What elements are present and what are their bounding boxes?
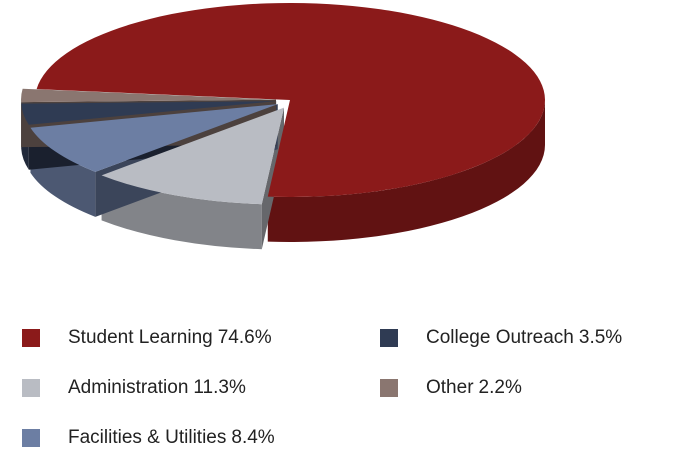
- legend-label: Other 2.2%: [426, 377, 522, 398]
- slice: [30, 104, 278, 172]
- slice: [21, 101, 277, 125]
- legend-value: 11.3%: [193, 377, 246, 398]
- legend-name: Other: [426, 377, 474, 398]
- slice-side: [267, 100, 545, 243]
- legend-swatch: [22, 329, 40, 347]
- legend-label: Facilities & Utilities 8.4%: [68, 427, 275, 448]
- legend-name: College Outreach: [426, 327, 574, 348]
- legend-label: College Outreach 3.5%: [426, 327, 622, 348]
- slice: [21, 88, 277, 103]
- legend-label: Administration 11.3%: [68, 377, 246, 398]
- legend-value: 8.4%: [231, 427, 274, 448]
- legend-swatch: [22, 429, 40, 447]
- slice: [36, 2, 546, 197]
- legend-swatch: [380, 379, 398, 397]
- legend-label: Student Learning 74.6%: [68, 327, 272, 348]
- legend-swatch: [22, 379, 40, 397]
- slice: [101, 107, 285, 205]
- legend-value: 74.6%: [218, 327, 272, 348]
- legend-value: 2.2%: [479, 377, 522, 398]
- legend-name: Student Learning: [68, 327, 213, 348]
- legend-name: Facilities & Utilities: [68, 427, 226, 448]
- legend-swatch: [380, 329, 398, 347]
- legend-value: 3.5%: [579, 327, 622, 348]
- legend: Student Learning 74.6% Administration 11.3%…: [22, 327, 622, 448]
- pie: [21, 2, 546, 250]
- legend-name: Administration: [68, 377, 188, 398]
